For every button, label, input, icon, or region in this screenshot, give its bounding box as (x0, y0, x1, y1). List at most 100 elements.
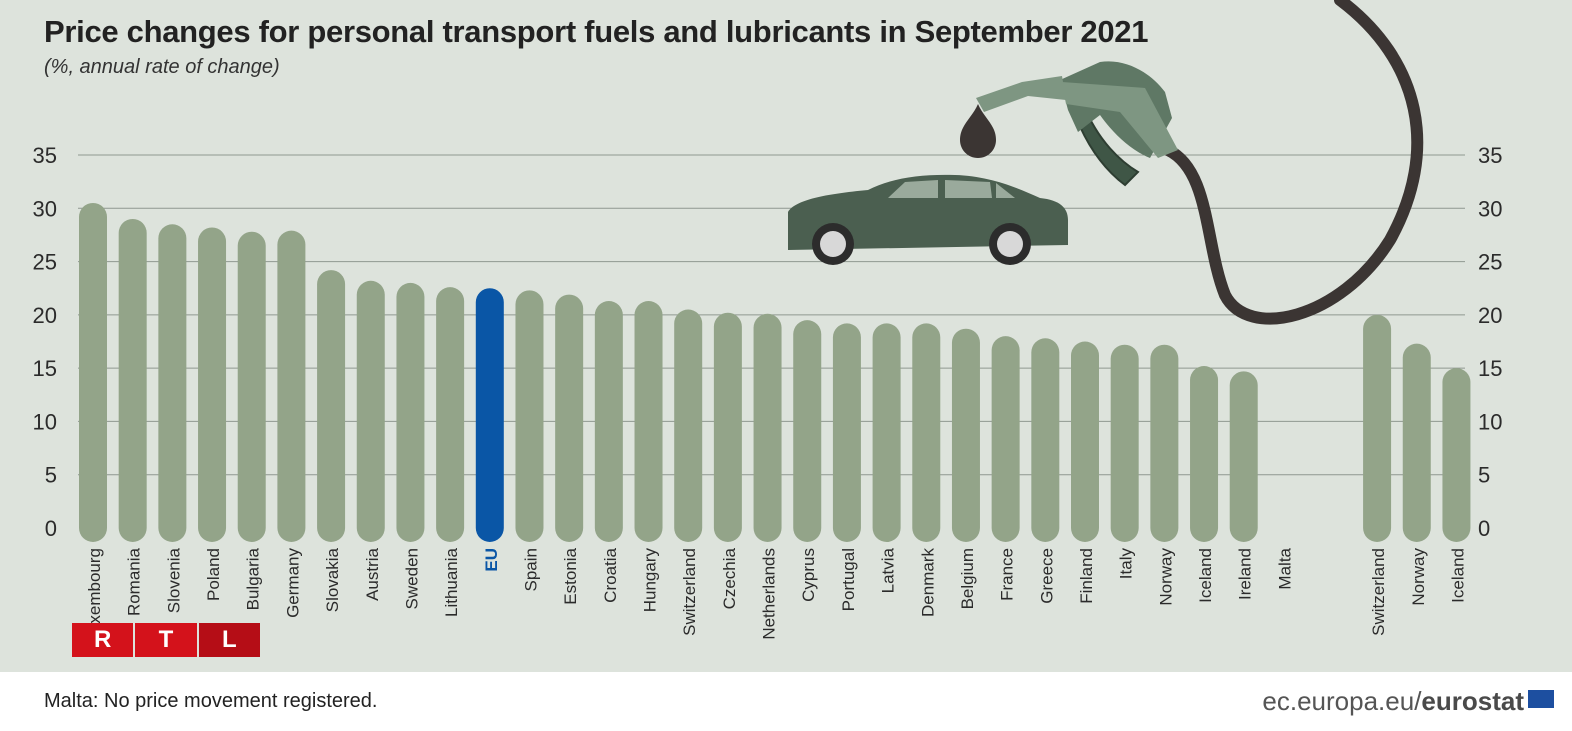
x-tick-label: Sweden (402, 548, 421, 609)
bar-bulgaria (237, 231, 266, 542)
x-tick-label: Germany (283, 548, 302, 618)
bar-latvia (872, 323, 901, 542)
bar-chart: 0 5 10 15 20 25 30 35 0 5 10 15 20 25 30 35 Luxembourg… (33, 0, 1502, 643)
x-tick-label: Estonia (561, 547, 580, 604)
eu-flag-icon (1528, 690, 1554, 708)
y-tick-label: 15 (1478, 356, 1502, 381)
chart-subtitle: (%, annual rate of change) (44, 56, 280, 78)
x-tick-label: Slovenia (164, 547, 183, 613)
x-tick-label: Czechia (720, 547, 739, 609)
x-tick-label: Spain (521, 548, 540, 591)
bar-italy (1110, 344, 1139, 542)
car-icon (788, 174, 1068, 265)
logo-letter: T (135, 623, 197, 657)
y-tick-label: 25 (1478, 250, 1502, 275)
y-tick-label: 20 (1478, 303, 1502, 328)
bar-switzerland (1363, 314, 1392, 542)
y-tick-label: 10 (33, 409, 57, 434)
y-tick-label: 25 (33, 250, 57, 275)
x-tick-label: Romania (125, 547, 144, 616)
x-tick-label: Portugal (839, 548, 858, 611)
source-prefix: ec.europa.eu/ (1262, 686, 1422, 716)
x-tick-label: Switzerland (680, 548, 699, 636)
bar-luxembourg (79, 202, 107, 542)
bar-norway (1150, 344, 1179, 542)
y-tick-label: 30 (1478, 196, 1502, 221)
bar-spain (515, 290, 544, 542)
bars (79, 202, 1471, 542)
bar-portugal (832, 323, 861, 542)
bar-lithuania (436, 287, 465, 542)
x-tick-label: Malta (1275, 547, 1294, 589)
bar-finland (1071, 341, 1099, 542)
bar-slovakia (317, 270, 346, 542)
bar-denmark (912, 323, 941, 542)
x-tick-label: Switzerland (1369, 548, 1388, 636)
bar-switzerland (674, 309, 703, 542)
bar-hungary (634, 301, 663, 542)
footnote: Malta: No price movement registered. (44, 690, 378, 712)
x-tick-label: Finland (1077, 548, 1096, 604)
x-tick-label: Slovakia (323, 547, 342, 612)
x-tick-label: Cyprus (799, 548, 818, 602)
y-tick-label: 35 (1478, 143, 1502, 168)
x-tick-label: Iceland (1448, 548, 1467, 603)
x-tick-label: Greece (1037, 548, 1056, 604)
x-tick-label: Croatia (601, 547, 620, 602)
y-tick-label: 20 (33, 303, 57, 328)
bar-germany (277, 230, 306, 542)
y-tick-label: 0 (1478, 516, 1490, 541)
bar-norway (1402, 343, 1431, 542)
x-tick-label: Norway (1156, 548, 1175, 606)
bar-romania (118, 218, 147, 542)
bar-ireland (1229, 371, 1258, 542)
logo-letter: R (72, 623, 134, 657)
bar-estonia (555, 294, 584, 542)
source-brand: eurostat (1421, 686, 1524, 716)
x-tick-label: Latvia (879, 547, 898, 593)
x-tick-label: Iceland (1196, 548, 1215, 603)
x-tick-label: Netherlands (760, 548, 779, 640)
bar-netherlands (753, 313, 782, 542)
source-link[interactable]: ec.europa.eu/eurostat (1262, 686, 1524, 717)
bar-belgium (951, 328, 980, 542)
bar-eu (475, 288, 504, 542)
rtl-logo: R T L (72, 623, 260, 657)
x-tick-label: Hungary (641, 548, 660, 613)
bar-greece (1031, 338, 1060, 542)
logo-letter: L (198, 623, 260, 657)
bar-france (991, 336, 1020, 542)
y-tick-label: 15 (33, 356, 57, 381)
x-axis-labels: Luxembourg Romania Slovenia Poland Bulgaria G… (85, 547, 1467, 642)
bar-croatia (594, 301, 623, 542)
bar-cyprus (793, 320, 822, 542)
y-tick-label: 0 (45, 516, 57, 541)
footer: Malta: No price movement registered. ec.… (0, 672, 1572, 731)
y-tick-label: 30 (33, 196, 57, 221)
y-axis-right: 0 5 10 15 20 25 30 35 (1478, 143, 1502, 541)
bar-iceland (1190, 366, 1219, 542)
x-tick-label: Ireland (1236, 548, 1255, 600)
bar-czechia (713, 312, 742, 542)
x-tick-label: Norway (1409, 548, 1428, 606)
y-axis-left: 0 5 10 15 20 25 30 35 (33, 143, 57, 541)
x-tick-label: Bulgaria (244, 547, 263, 610)
x-tick-label: Denmark (918, 548, 937, 617)
x-tick-label: France (998, 548, 1017, 601)
x-tick-label: Austria (363, 547, 382, 600)
bar-slovenia (158, 224, 187, 542)
bar-poland (198, 227, 227, 542)
y-tick-label: 5 (1478, 463, 1490, 488)
x-tick-label: Poland (204, 548, 223, 601)
chart: Price changes for personal transport fue… (32, 0, 1503, 657)
fuel-nozzle-icon (976, 0, 1424, 325)
bar-austria (356, 280, 385, 542)
chart-title: Price changes for personal transport fue… (44, 14, 1149, 49)
oil-drop-icon (960, 104, 996, 158)
y-tick-label: 5 (45, 463, 57, 488)
bar-sweden (396, 282, 425, 542)
x-tick-label: Italy (1117, 548, 1136, 580)
x-tick-label: Lithuania (442, 547, 461, 617)
x-tick-label: EU (482, 548, 501, 572)
x-tick-label: Luxembourg (85, 548, 104, 643)
